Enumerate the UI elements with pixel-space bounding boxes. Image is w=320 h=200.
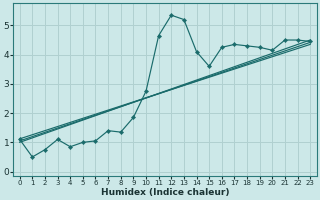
X-axis label: Humidex (Indice chaleur): Humidex (Indice chaleur) [101,188,229,197]
